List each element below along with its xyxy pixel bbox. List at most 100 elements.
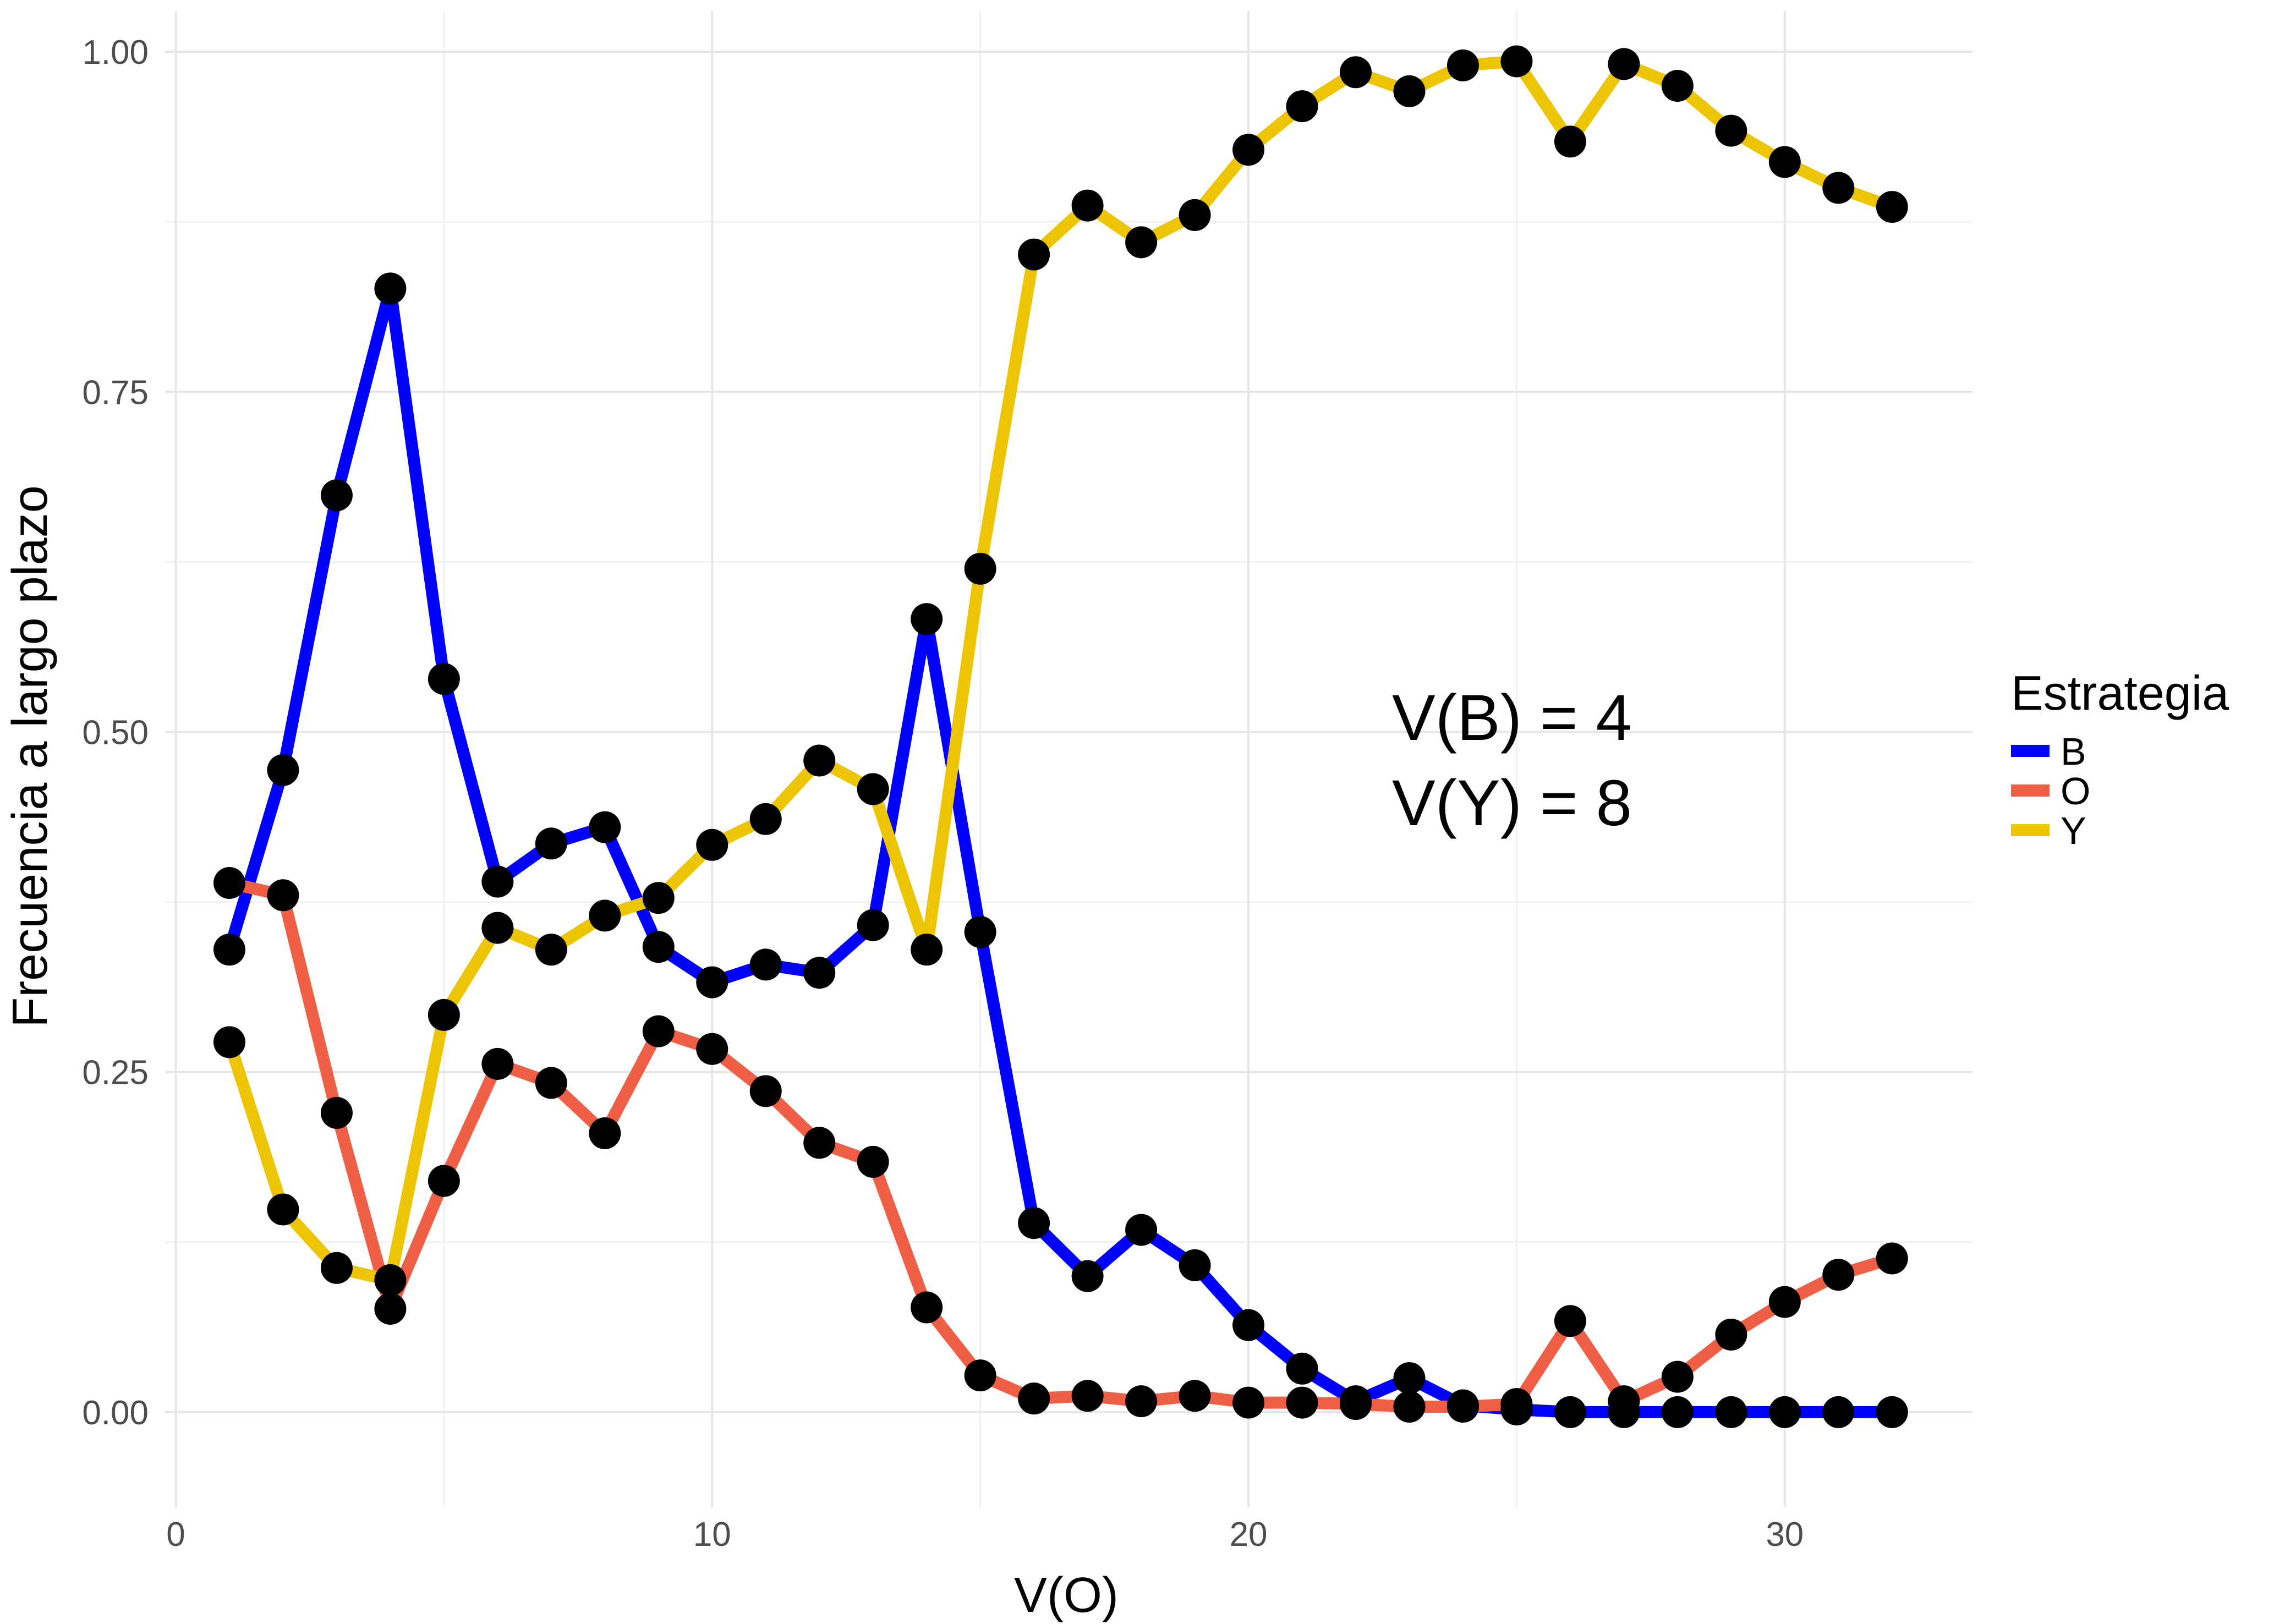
data-point-Y <box>803 744 836 777</box>
data-point-O <box>1393 1391 1426 1423</box>
data-point-B <box>428 663 460 695</box>
legend: Estrategia BOY <box>2011 666 2229 852</box>
legend-label-B: B <box>2061 730 2086 773</box>
data-point-O <box>1286 1386 1318 1419</box>
data-point-B <box>535 827 567 860</box>
data-point-B <box>1554 1396 1586 1428</box>
data-point-Y <box>1715 114 1747 147</box>
data-point-Y <box>1446 49 1479 81</box>
data-point-B <box>589 811 621 843</box>
data-point-B <box>1018 1207 1050 1239</box>
data-point-O <box>481 1047 514 1080</box>
data-point-Y <box>1822 172 1855 204</box>
series-line-B <box>223 282 1892 1418</box>
x-tick-label: 0 <box>166 1516 185 1554</box>
data-point-O <box>428 1165 460 1197</box>
data-point-O <box>642 1015 675 1047</box>
x-tick-label: 10 <box>693 1516 731 1554</box>
data-point-O <box>1125 1385 1158 1418</box>
tick-labels: 0.00 0.25 0.50 0.75 1.00 0 10 20 30 <box>82 34 1804 1554</box>
x-tick-label: 30 <box>1766 1516 1804 1554</box>
data-point-B <box>1393 1362 1426 1395</box>
data-point-O <box>1018 1382 1050 1415</box>
data-point-B <box>1071 1260 1104 1292</box>
data-point-Y <box>1071 189 1104 222</box>
data-point-O <box>911 1291 943 1324</box>
data-point-Y <box>1661 70 1694 102</box>
y-tick-label: 0.75 <box>82 374 149 412</box>
series-lines <box>223 55 1894 1418</box>
data-point-O <box>1340 1388 1372 1420</box>
data-point-B <box>481 865 514 898</box>
y-tick-label: 0.00 <box>82 1394 149 1432</box>
data-point-O <box>803 1127 836 1159</box>
data-point-Y <box>642 882 675 914</box>
data-point-B <box>1286 1352 1318 1385</box>
legend-title: Estrategia <box>2011 666 2229 720</box>
data-point-Y <box>428 998 460 1031</box>
data-point-B <box>696 966 728 998</box>
data-points <box>213 45 1908 1428</box>
data-point-B <box>1232 1309 1265 1341</box>
annotation-vy: V(Y) = 8 <box>1392 767 1632 840</box>
legend-label-O: O <box>2061 770 2090 813</box>
data-point-Y <box>1018 238 1050 271</box>
data-point-O <box>1232 1386 1265 1419</box>
data-point-O <box>1608 1385 1640 1418</box>
data-point-Y <box>1393 75 1426 107</box>
data-point-O <box>535 1067 567 1099</box>
data-point-B <box>1876 1396 1908 1428</box>
data-point-O <box>1554 1305 1586 1337</box>
data-point-Y <box>749 803 782 835</box>
data-point-B <box>213 934 245 966</box>
y-tick-label: 0.25 <box>82 1054 149 1092</box>
x-tick-label: 20 <box>1230 1516 1268 1554</box>
data-point-O <box>320 1096 353 1129</box>
data-point-B <box>1125 1214 1158 1246</box>
data-point-Y <box>1232 134 1265 166</box>
data-point-O <box>589 1117 621 1149</box>
data-point-O <box>964 1359 996 1392</box>
data-point-B <box>1179 1249 1211 1281</box>
data-point-Y <box>535 934 567 966</box>
data-point-Y <box>320 1252 353 1284</box>
data-point-Y <box>1554 125 1586 158</box>
data-point-B <box>749 948 782 981</box>
data-point-Y <box>481 912 514 944</box>
data-point-Y <box>589 899 621 932</box>
data-point-Y <box>964 552 996 585</box>
data-point-O <box>1822 1259 1855 1291</box>
y-tick-label: 0.50 <box>82 714 149 752</box>
data-point-O <box>749 1075 782 1107</box>
data-point-B <box>911 603 943 635</box>
legend-label-Y: Y <box>2061 809 2086 852</box>
data-point-B <box>267 754 299 786</box>
data-point-Y <box>1768 146 1801 178</box>
data-point-Y <box>1500 45 1533 78</box>
data-point-Y <box>696 829 728 861</box>
data-point-O <box>1500 1388 1533 1420</box>
data-point-Y <box>1876 191 1908 223</box>
data-point-B <box>1715 1396 1747 1428</box>
data-point-Y <box>911 934 943 966</box>
data-point-B <box>642 931 675 963</box>
data-point-O <box>1876 1242 1908 1275</box>
data-point-O <box>1071 1380 1104 1412</box>
data-point-Y <box>213 1026 245 1058</box>
data-point-Y <box>267 1193 299 1226</box>
data-point-O <box>374 1292 407 1325</box>
data-point-Y <box>1608 48 1640 80</box>
data-point-B <box>374 272 407 305</box>
data-point-Y <box>857 773 889 805</box>
data-point-O <box>1715 1318 1747 1351</box>
data-point-O <box>1768 1286 1801 1318</box>
annotation-vb: V(B) = 4 <box>1392 682 1632 754</box>
data-point-Y <box>1286 90 1318 123</box>
data-point-B <box>803 957 836 989</box>
data-point-Y <box>374 1264 407 1297</box>
data-point-O <box>857 1145 889 1178</box>
y-tick-label: 1.00 <box>82 34 149 72</box>
data-point-O <box>1179 1380 1211 1412</box>
data-point-Y <box>1125 226 1158 259</box>
